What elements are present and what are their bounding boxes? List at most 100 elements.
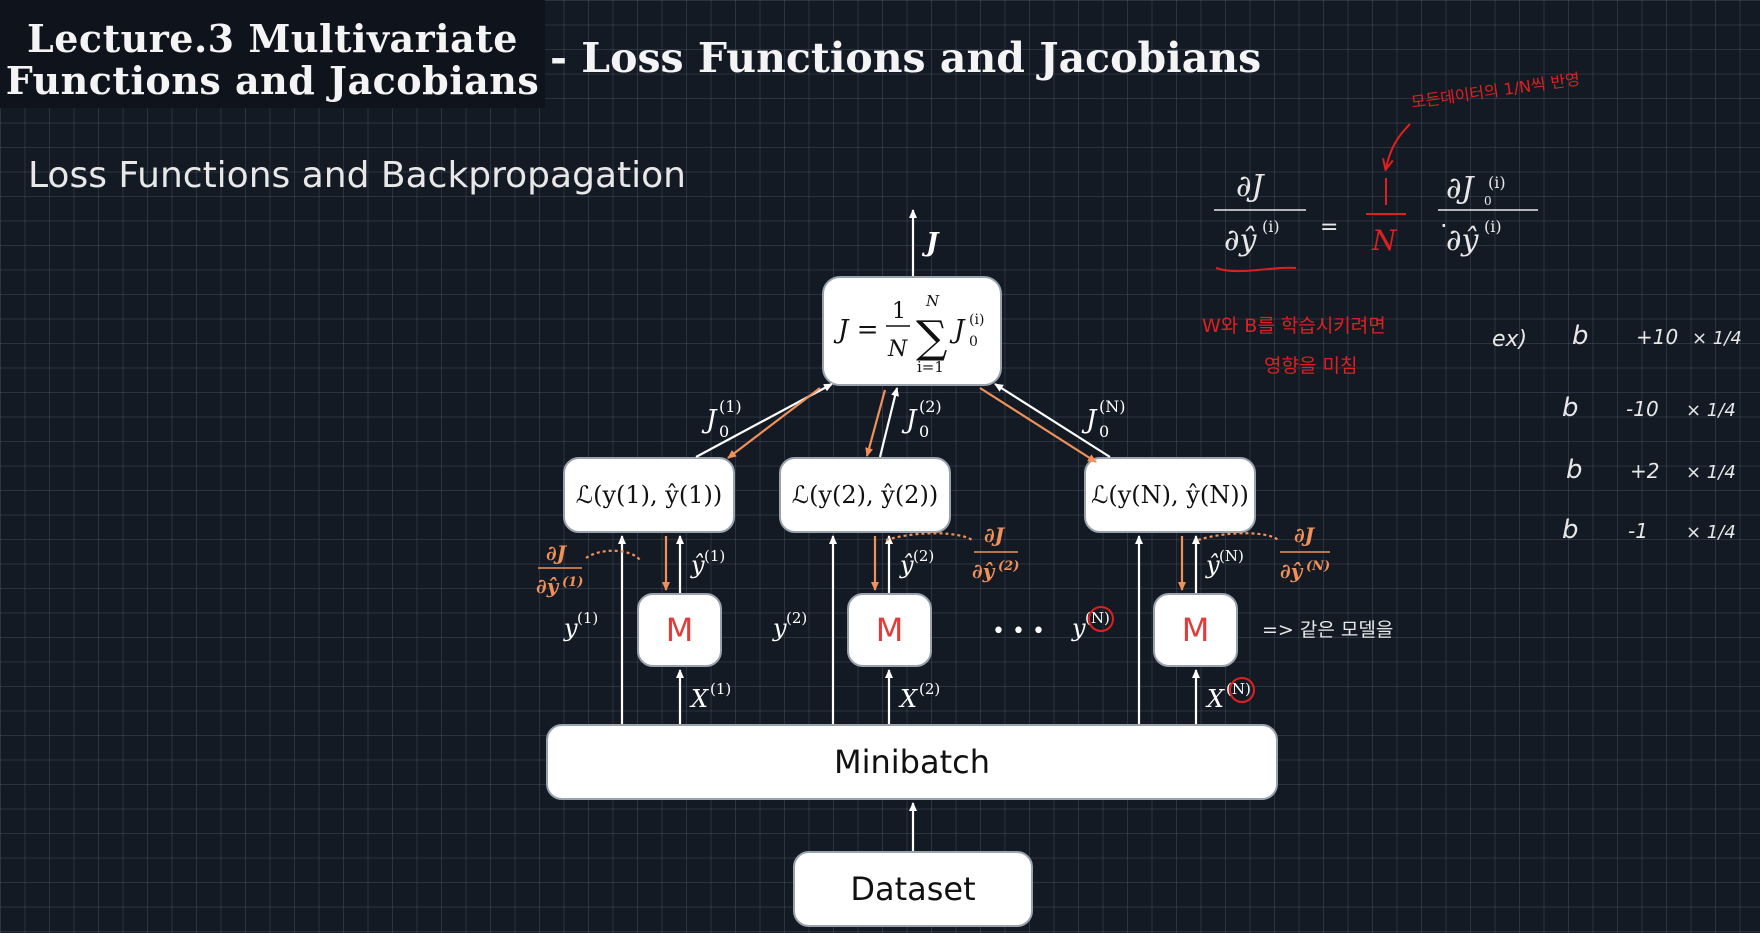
ex-label: ex) (1492, 327, 1527, 352)
sum-term: J (949, 315, 966, 345)
svg-text:∂J: ∂J (984, 523, 1006, 547)
svg-text:(1): (1) (719, 397, 742, 416)
svg-text:0: 0 (919, 422, 929, 441)
loss-box-1 (563, 457, 735, 533)
minibatch-box: Minibatch (546, 724, 1278, 800)
grad-arrow-sum-to-lossn (979, 387, 1097, 463)
title-line-1: Lecture.3 Multivariate (27, 16, 518, 61)
x-label-1: X (1) (689, 680, 731, 713)
red-circle-x-n (1229, 677, 1255, 703)
ellipsis: • • • (992, 619, 1045, 644)
sum-sigma-bottom: i=1 (917, 358, 944, 376)
svg-text:ŷ: ŷ (690, 551, 705, 579)
grad-dash-1 (585, 549, 641, 561)
svg-text:ŷ: ŷ (899, 551, 914, 579)
model-box-2: M (847, 593, 932, 667)
loss-box-2 (779, 457, 951, 533)
korean-note-mid-2: 영향을 미침 (1264, 355, 1357, 377)
x-label-2: X (2) (898, 680, 940, 713)
svg-text:y: y (563, 614, 578, 642)
y-label-1: y (1) (563, 609, 598, 642)
section-title: Loss Functions and Backpropagation (28, 155, 686, 196)
svg-text:·: · (1440, 212, 1448, 240)
loss-label-n: ℒ(y(N), ŷ(N)) (1091, 481, 1249, 509)
svg-text:+10: +10 (1636, 325, 1678, 349)
model-box-1: M (637, 593, 722, 667)
svg-text:(2): (2) (913, 547, 934, 565)
svg-text:(1): (1) (562, 575, 583, 590)
grad-frac-n: ∂J ∂ŷ (N) (1280, 523, 1330, 583)
yhat-label-2: ŷ (2) (899, 547, 934, 579)
model-box-n: M (1153, 593, 1238, 667)
svg-text:(N): (N) (1219, 547, 1244, 565)
arrow-loss2-to-sum (878, 387, 899, 458)
example-row-1: b +10 × 1/4 (1572, 321, 1742, 351)
sum-box (822, 276, 1002, 386)
model-label: M (665, 611, 694, 649)
yhat-label-1: ŷ (1) (690, 547, 725, 579)
svg-text:∂J: ∂J (1294, 523, 1316, 547)
svg-text:(2): (2) (919, 680, 940, 698)
example-row-4: b -1 × 1/4 (1562, 515, 1736, 545)
svg-text:b: b (1572, 321, 1589, 351)
loss-label-1: ℒ(y(1), ŷ(1)) (576, 481, 722, 509)
svg-text:∂J: ∂J (1236, 169, 1266, 204)
title-banner: Lecture.3 Multivariate Functions and Jac… (0, 0, 545, 108)
sum-frac-den: N (887, 337, 908, 362)
grad-dash-n (1197, 532, 1279, 542)
page-subtitle: - Loss Functions and Jacobians (550, 34, 1262, 82)
svg-text:∂J: ∂J (546, 541, 568, 565)
sum-term-sup: (i) (969, 312, 984, 328)
svg-text:=: = (1320, 215, 1338, 240)
sum-term-sub: 0 (969, 334, 978, 350)
svg-text:+2: +2 (1630, 459, 1659, 483)
svg-text:J: J (1081, 405, 1098, 435)
svg-text:(1): (1) (704, 547, 725, 565)
svg-text:N: N (1371, 224, 1398, 257)
svg-text:X: X (689, 685, 709, 713)
svg-text:(i): (i) (1262, 217, 1280, 236)
j0-label-1: J (1) 0 (701, 397, 742, 441)
arrow-lossn-to-sum (994, 383, 1111, 458)
j0-label-2: J (2) 0 (901, 397, 942, 441)
red-one-over-n: N (1215, 123, 1411, 273)
svg-text:b: b (1562, 515, 1579, 545)
svg-text:J: J (701, 405, 718, 435)
korean-note-mid-1: W와 B를 학습시키려면 (1202, 315, 1386, 337)
svg-text:X: X (1205, 685, 1225, 713)
svg-text:ŷ: ŷ (1205, 551, 1220, 579)
dataset-label: Dataset (850, 870, 976, 908)
svg-text:X: X (898, 685, 918, 713)
sum-sigma: ∑ (916, 312, 947, 363)
svg-text:(2): (2) (919, 397, 942, 416)
svg-text:(1): (1) (577, 609, 598, 627)
svg-text:b: b (1566, 455, 1583, 485)
loss-box-n (1084, 457, 1256, 533)
example-row-2: b -10 × 1/4 (1562, 393, 1736, 423)
svg-text:∂ŷ: ∂ŷ (536, 574, 560, 598)
y-label-2: y (2) (772, 609, 807, 642)
svg-text:y: y (1071, 614, 1086, 642)
svg-text:∂ŷ: ∂ŷ (1446, 223, 1480, 258)
title-line-2: Functions and Jacobians (5, 58, 540, 103)
svg-text:0: 0 (1099, 422, 1109, 441)
example-row-3: b +2 × 1/4 (1566, 455, 1736, 485)
korean-note-top: 모든데이터의 1/N씩 반영 (1410, 69, 1581, 112)
svg-text:(1): (1) (710, 680, 731, 698)
sum-formula: J = 1 N ∑ N i=1 J (i) 0 (833, 292, 984, 376)
yhat-label-n: ŷ (N) (1205, 547, 1244, 579)
grad-frac-1: ∂J ∂ŷ (1) (536, 541, 583, 598)
svg-text:0: 0 (719, 422, 729, 441)
minibatch-label: Minibatch (833, 743, 990, 781)
svg-text:∂ŷ: ∂ŷ (1224, 223, 1258, 258)
svg-text:(N): (N) (1099, 397, 1125, 416)
svg-text:(2): (2) (998, 559, 1019, 574)
svg-text:∂ŷ: ∂ŷ (972, 559, 996, 583)
svg-text:× 1/4: × 1/4 (1686, 462, 1736, 483)
svg-text:× 1/4: × 1/4 (1692, 328, 1742, 349)
x-label-n: X (N) (1205, 680, 1251, 713)
sum-lhs: J = (833, 315, 878, 345)
j0-label-n: J (N) 0 (1081, 397, 1125, 441)
svg-text:J: J (901, 405, 918, 435)
